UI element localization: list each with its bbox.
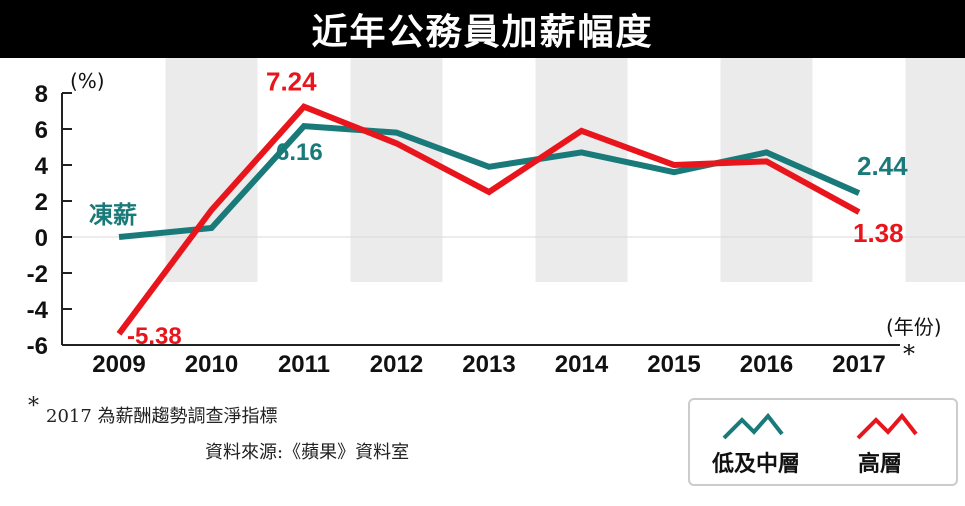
data-label: 凍薪 (89, 202, 137, 229)
background-band (350, 58, 443, 282)
x-tick-label: 2012 (370, 351, 423, 378)
legend-label-low-mid: 低及中層 (712, 452, 801, 477)
x-tick-label: 2010 (185, 351, 238, 378)
legend-label-high: 高層 (858, 452, 903, 477)
x-tick-label: 2009 (92, 351, 145, 378)
x-tick-label: 2016 (740, 351, 793, 378)
data-label: 6.16 (276, 139, 323, 166)
y-tick-label: 0 (35, 225, 48, 252)
x-tick-label: 2014 (555, 351, 609, 378)
background-band (720, 58, 813, 282)
legend-swatch-high (856, 412, 918, 440)
legend: 低及中層 高層 (688, 398, 958, 486)
x-axis-label: (年份) (886, 315, 942, 339)
data-label: -5.38 (127, 323, 182, 350)
footnote-text: 2017 為薪酬趨勢調查淨指標 (46, 406, 278, 427)
x-tick-label: 2011 (278, 351, 330, 378)
series-line-low-mid (118, 123, 861, 240)
data-label: 1.38 (853, 218, 904, 248)
footnote-asterisk: * (28, 394, 39, 419)
y-tick-label: 2 (35, 189, 48, 216)
y-axis-label: (%) (70, 69, 105, 93)
x-tick-asterisk: * (903, 340, 915, 368)
x-tick-label: 2017 (832, 351, 885, 378)
source-text: 資料來源:《蘋果》資料室 (205, 442, 410, 463)
y-tick-label: -6 (27, 333, 48, 360)
y-tick-label: -4 (27, 297, 49, 324)
title-bar: 近年公務員加薪幅度 (0, 0, 965, 58)
y-tick-label: 6 (35, 117, 48, 144)
legend-swatch-low-mid (722, 412, 784, 440)
x-tick-label: 2013 (462, 351, 515, 378)
data-label: 2.44 (857, 151, 908, 181)
y-tick-label: 4 (35, 153, 49, 180)
y-tick-label: 8 (35, 81, 48, 108)
chart-title: 近年公務員加薪幅度 (311, 12, 654, 53)
background-band (165, 58, 258, 282)
background-band (905, 58, 965, 282)
series-line-high (116, 103, 861, 336)
y-tick-label: -2 (27, 261, 48, 288)
background-band (535, 58, 628, 282)
data-label: 7.24 (266, 67, 317, 97)
x-tick-label: 2015 (647, 351, 700, 378)
legend-swatches (722, 412, 918, 440)
